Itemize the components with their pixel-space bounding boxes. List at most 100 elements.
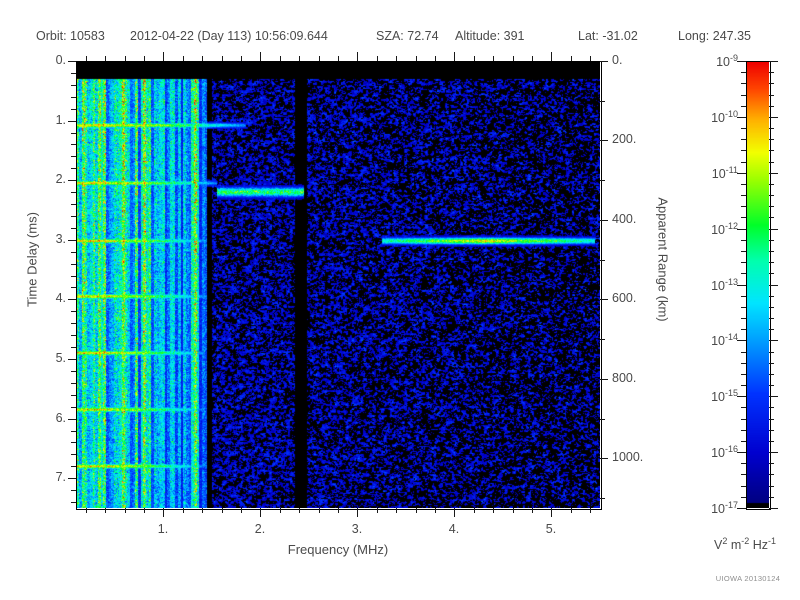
- colorbar-minor-tick: [769, 139, 774, 140]
- colorbar-tick-label: 10-17: [711, 500, 738, 517]
- x-minor-tick: [86, 508, 87, 513]
- colorbar-minor-tick: [769, 486, 774, 487]
- header-altitude: Altitude: 391: [455, 29, 525, 43]
- y-left-minor-tick: [71, 490, 76, 491]
- x-minor-tick-top: [396, 56, 397, 61]
- x-minor-tick-top: [474, 56, 475, 61]
- y-left-minor-tick: [71, 287, 76, 288]
- x-major-tick: [454, 508, 455, 517]
- y-left-tick-label: 4.: [55, 291, 66, 305]
- colorbar-minor-tick: [741, 441, 746, 442]
- x-minor-tick: [280, 508, 281, 513]
- x-minor-tick-top: [319, 56, 320, 61]
- x-major-tick-top: [357, 52, 358, 61]
- y-left-minor-tick: [71, 431, 76, 432]
- y-left-tick-label: 1.: [55, 113, 66, 127]
- y-right-tick-label: 200.: [612, 132, 637, 146]
- y-left-minor-tick: [71, 216, 76, 217]
- x-minor-tick-top: [299, 56, 300, 61]
- y-left-minor-tick: [71, 311, 76, 312]
- colorbar-minor-tick: [741, 363, 746, 364]
- colorbar-minor-tick: [741, 407, 746, 408]
- colorbar-minor-tick: [769, 474, 774, 475]
- x-tick-label: 3.: [351, 522, 363, 536]
- y-left-tick-label: 5.: [55, 351, 66, 365]
- x-minor-tick-top: [241, 56, 242, 61]
- y-left-major-tick: [68, 240, 76, 241]
- x-minor-tick-top: [125, 56, 126, 61]
- colorbar-canvas: [746, 61, 769, 508]
- colorbar-minor-tick: [769, 352, 774, 353]
- colorbar-minor-tick: [769, 385, 774, 386]
- colorbar-minor-tick: [769, 441, 774, 442]
- y-right-minor-tick: [600, 180, 605, 181]
- y-left-minor-tick: [71, 252, 76, 253]
- y-right-major-tick: [600, 61, 608, 62]
- colorbar-tick-mark: [769, 340, 778, 341]
- x-minor-tick-top: [144, 56, 145, 61]
- x-minor-tick: [416, 508, 417, 513]
- x-minor-tick-top: [493, 56, 494, 61]
- colorbar-minor-tick: [741, 150, 746, 151]
- x-major-tick-top: [551, 52, 552, 61]
- colorbar-minor-tick: [769, 329, 774, 330]
- x-minor-tick-top: [202, 56, 203, 61]
- header-orbit: Orbit: 10583: [36, 29, 105, 43]
- colorbar-minor-tick: [741, 262, 746, 263]
- colorbar-tick-mark: [737, 340, 746, 341]
- colorbar-tick-label: 10-13: [711, 276, 738, 293]
- y-left-major-tick: [68, 180, 76, 181]
- y-left-minor-tick: [71, 228, 76, 229]
- x-major-tick: [260, 508, 261, 517]
- colorbar-tick-label: 10-11: [711, 164, 738, 181]
- colorbar-minor-tick: [741, 251, 746, 252]
- y-right-minor-tick: [600, 101, 605, 102]
- y-left-minor-tick: [71, 395, 76, 396]
- colorbar-tick-mark: [737, 173, 746, 174]
- x-tick-label: 4.: [448, 522, 460, 536]
- x-major-tick: [551, 508, 552, 517]
- y-left-minor-tick: [71, 347, 76, 348]
- y-right-tick-label: 400.: [612, 212, 637, 226]
- y-left-minor-tick: [71, 502, 76, 503]
- x-minor-tick: [571, 508, 572, 513]
- colorbar-unit-label: V2 m-2 Hz-1: [713, 536, 777, 553]
- y-left-major-tick: [68, 419, 76, 420]
- colorbar-minor-tick: [769, 497, 774, 498]
- colorbar-minor-tick: [769, 273, 774, 274]
- y-left-major-tick: [68, 299, 76, 300]
- x-minor-tick-top: [183, 56, 184, 61]
- x-minor-tick: [396, 508, 397, 513]
- x-minor-tick: [144, 508, 145, 513]
- colorbar-minor-tick: [741, 83, 746, 84]
- y-left-tick-label: 3.: [55, 232, 66, 246]
- colorbar-tick-mark: [769, 173, 778, 174]
- y-left-minor-tick: [71, 264, 76, 265]
- x-minor-tick: [493, 508, 494, 513]
- x-minor-tick: [435, 508, 436, 513]
- colorbar-minor-tick: [769, 262, 774, 263]
- colorbar-minor-tick: [769, 374, 774, 375]
- x-minor-tick-top: [571, 56, 572, 61]
- y-left-minor-tick: [71, 371, 76, 372]
- y-right-major-tick: [600, 379, 608, 380]
- colorbar-minor-tick: [741, 296, 746, 297]
- colorbar-minor-tick: [741, 374, 746, 375]
- y-left-major-tick: [68, 359, 76, 360]
- colorbar-tick-label: 10-15: [711, 388, 738, 405]
- colorbar-tick-mark: [737, 61, 746, 62]
- x-minor-tick-top: [105, 56, 106, 61]
- colorbar-minor-tick: [741, 486, 746, 487]
- x-minor-tick-top: [86, 56, 87, 61]
- colorbar-minor-tick: [741, 240, 746, 241]
- y-left-minor-tick: [71, 97, 76, 98]
- colorbar-tick-mark: [769, 285, 778, 286]
- colorbar-minor-tick: [769, 162, 774, 163]
- y-left-minor-tick: [71, 109, 76, 110]
- x-minor-tick-top: [416, 56, 417, 61]
- y-left-minor-tick: [71, 335, 76, 336]
- x-minor-tick: [222, 508, 223, 513]
- y-left-minor-tick: [71, 323, 76, 324]
- y-left-minor-tick: [71, 73, 76, 74]
